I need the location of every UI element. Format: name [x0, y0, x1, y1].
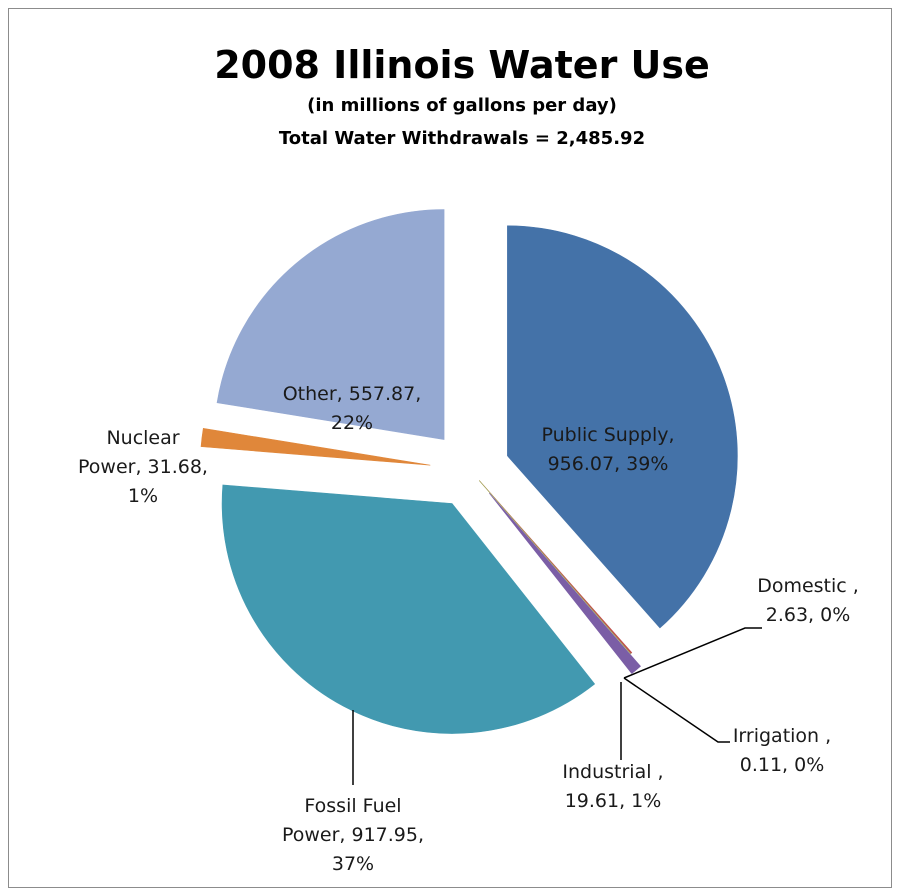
chart-subtitle: (in millions of gallons per day) [307, 95, 617, 116]
data-label-nuclear-power: Nuclear Power, 31.68, 1% [78, 427, 208, 507]
slice-industrial [488, 492, 641, 674]
pie-slices [200, 209, 738, 734]
chart-total-label: Total Water Withdrawals = 2,485.92 [279, 128, 645, 149]
leader-lines [352, 627, 762, 785]
data-label-fossil-fuel-power: Fossil Fuel Power, 917.95, 37% [282, 795, 424, 875]
data-label-industrial: Industrial , 19.61, 1% [562, 761, 663, 812]
slice-other [216, 209, 445, 440]
data-label-public-supply: Public Supply, 956.07, 39% [541, 424, 674, 475]
slice-public-supply [507, 225, 738, 629]
slice-nuclear-power [200, 428, 431, 466]
data-label-other: Other, 557.87, 22% [283, 383, 422, 434]
leader-line-irrigation [623, 677, 730, 743]
data-label-domestic: Domestic , 2.63, 0% [757, 575, 859, 626]
slice-irrigation [478, 480, 632, 655]
data-label-irrigation: Irrigation , 0.11, 0% [733, 725, 831, 776]
slice-labels: Public Supply, 956.07, 39% Domestic , 2.63,… [78, 383, 859, 875]
leader-line-domestic [623, 627, 762, 679]
chart-title: 2008 Illinois Water Use [214, 43, 710, 87]
slice-fossil-fuel-power [221, 484, 596, 734]
